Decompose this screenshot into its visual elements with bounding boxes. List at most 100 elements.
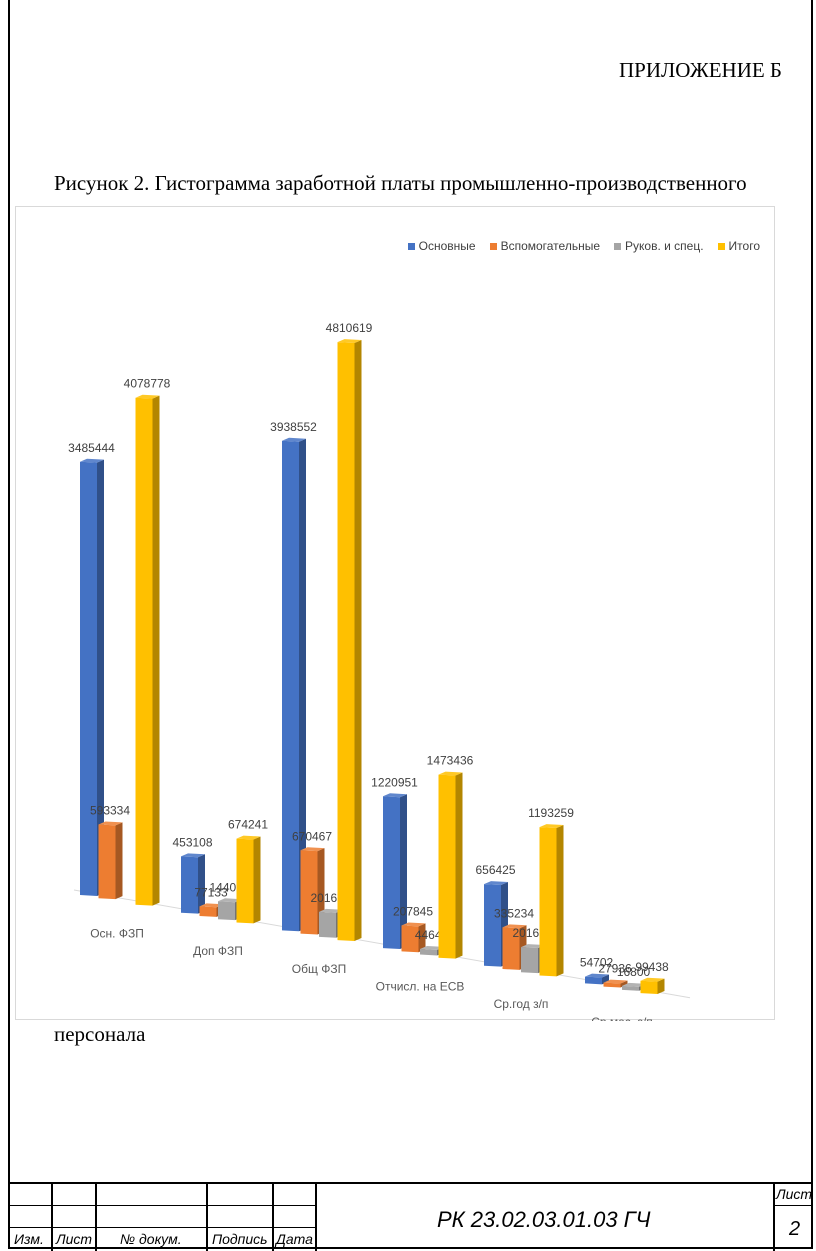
document-code: РК 23.02.03.01.03 ГЧ: [437, 1207, 651, 1232]
bar-front: [420, 949, 437, 956]
data-label: 77133: [194, 885, 228, 899]
bar-top: [383, 793, 407, 798]
chart-legend: Основные Вспомогательные Руков. и спец. Ито…: [407, 239, 760, 253]
legend-swatch: [717, 242, 725, 250]
bar-top: [282, 437, 306, 442]
bar-front: [236, 838, 254, 924]
bar-side: [198, 854, 205, 914]
stamp-col-list: [53, 1184, 97, 1251]
stamp-row-line-2: [10, 1227, 317, 1228]
bar-front: [300, 850, 318, 935]
data-label: 4810619: [326, 321, 373, 335]
data-label: 674241: [228, 818, 268, 832]
bar-top: [218, 898, 242, 903]
title-block: Изм. Лист № докум. Подпись Дата: [10, 1182, 813, 1251]
bar-side: [418, 923, 426, 953]
bar-side: [657, 978, 665, 995]
bar-top: [420, 946, 444, 950]
bar-top: [135, 394, 160, 399]
data-label: 670467: [292, 829, 332, 843]
data-label: 4078778: [124, 377, 171, 391]
bar-side: [152, 395, 160, 906]
stamp-label-doc: № докум.: [120, 1231, 182, 1247]
bar-top: [98, 821, 123, 826]
stamp-label-date: Дата: [276, 1231, 313, 1247]
data-label: 1473436: [427, 754, 474, 768]
bar-top: [484, 881, 508, 886]
category-label: Осн. ФЗП: [90, 927, 144, 941]
bar-front: [640, 980, 658, 995]
bar-front: [383, 796, 400, 949]
bar-side: [455, 772, 463, 959]
category-label: Ср.мес. з/п: [591, 1015, 653, 1021]
legend-label: Руков. и спец.: [625, 239, 704, 253]
data-label: 593334: [90, 804, 130, 818]
sheet-label: Лист: [776, 1186, 813, 1202]
bar-top: [300, 847, 325, 852]
bar-front: [135, 397, 153, 906]
bar-front: [98, 824, 116, 900]
bar-front: [603, 982, 621, 988]
bar-front: [401, 925, 419, 953]
legend-item: Руков. и спец.: [614, 239, 704, 253]
bar-top: [181, 853, 205, 858]
bar-front: [622, 985, 639, 991]
bar-side: [115, 822, 123, 900]
data-label: 27936: [598, 962, 632, 976]
legend-label: Основные: [418, 239, 476, 253]
bar-front: [521, 947, 538, 974]
legend-label: Вспомогательные: [500, 239, 601, 253]
stamp-col-date: [274, 1184, 317, 1251]
bar-top: [521, 944, 545, 949]
bar-top: [603, 979, 628, 984]
bar-top: [199, 903, 224, 908]
data-label: 3485444: [68, 441, 115, 455]
bar-top: [337, 339, 362, 344]
bar-front: [218, 901, 235, 921]
category-label: Доп ФЗП: [193, 944, 243, 958]
bar-front: [539, 827, 557, 977]
bar-front: [80, 461, 97, 896]
legend-item: Основные: [407, 239, 476, 253]
data-label: 16800: [617, 965, 651, 979]
legend-swatch: [489, 242, 497, 250]
bar-front: [585, 976, 602, 985]
bar-top: [236, 835, 261, 840]
bar-top: [539, 824, 564, 829]
bar-front: [438, 774, 456, 959]
bar-top: [401, 922, 426, 927]
bar-top: [585, 973, 609, 978]
stamp-label-list: Лист: [56, 1231, 93, 1247]
legend-swatch: [614, 242, 622, 250]
bar-chart: 3485444 593334 4078778 Осн. ФЗП 453108 77133 1…: [68, 321, 691, 1021]
stamp-col-izm: [10, 1184, 53, 1251]
legend-item: Итого: [717, 239, 760, 253]
data-label: 453108: [172, 835, 212, 849]
legend-label: Итого: [728, 239, 760, 253]
bar-front: [181, 856, 198, 914]
data-label: 335234: [494, 906, 534, 920]
bar-top: [640, 977, 665, 982]
bar-top: [622, 982, 646, 987]
legend-swatch: [407, 242, 415, 250]
bar-top: [80, 458, 104, 463]
bar-front: [319, 911, 336, 938]
data-label: 3938552: [270, 420, 317, 434]
bar-front: [282, 440, 299, 932]
data-label: 99438: [635, 960, 669, 974]
data-label: 656425: [475, 863, 515, 877]
stamp-sheet-line: [775, 1205, 813, 1206]
bar-side: [400, 794, 407, 949]
stamp-label-sign: Подпись: [212, 1231, 268, 1247]
bar-front: [199, 906, 217, 917]
figure-caption-continued: персонала: [54, 1022, 146, 1046]
stamp-doc-cell: [317, 1184, 775, 1251]
bar-side: [97, 459, 104, 896]
bar-side: [556, 825, 564, 977]
bar-side: [299, 438, 306, 932]
category-label: Общ ФЗП: [292, 962, 346, 976]
bar-side: [253, 836, 261, 924]
bar-front: [502, 927, 520, 970]
legend-item: Вспомогательные: [489, 239, 601, 253]
data-label: 54702: [580, 956, 614, 970]
